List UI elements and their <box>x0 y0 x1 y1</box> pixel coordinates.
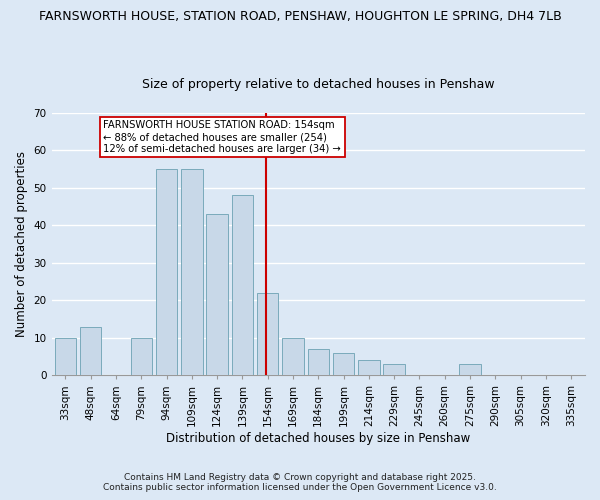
Bar <box>383 364 405 376</box>
Bar <box>156 169 178 376</box>
Text: FARNSWORTH HOUSE, STATION ROAD, PENSHAW, HOUGHTON LE SPRING, DH4 7LB: FARNSWORTH HOUSE, STATION ROAD, PENSHAW,… <box>38 10 562 23</box>
Bar <box>181 169 203 376</box>
Bar <box>232 196 253 376</box>
Text: FARNSWORTH HOUSE STATION ROAD: 154sqm
← 88% of detached houses are smaller (254): FARNSWORTH HOUSE STATION ROAD: 154sqm ← … <box>103 120 341 154</box>
Text: Contains HM Land Registry data © Crown copyright and database right 2025.
Contai: Contains HM Land Registry data © Crown c… <box>103 473 497 492</box>
Bar <box>459 364 481 376</box>
Bar <box>206 214 228 376</box>
Bar <box>55 338 76 376</box>
Bar <box>131 338 152 376</box>
Bar <box>80 326 101 376</box>
Bar <box>308 349 329 376</box>
Bar <box>358 360 380 376</box>
Y-axis label: Number of detached properties: Number of detached properties <box>15 151 28 337</box>
Bar <box>257 293 278 376</box>
Title: Size of property relative to detached houses in Penshaw: Size of property relative to detached ho… <box>142 78 494 91</box>
X-axis label: Distribution of detached houses by size in Penshaw: Distribution of detached houses by size … <box>166 432 470 445</box>
Bar <box>333 353 354 376</box>
Bar <box>282 338 304 376</box>
